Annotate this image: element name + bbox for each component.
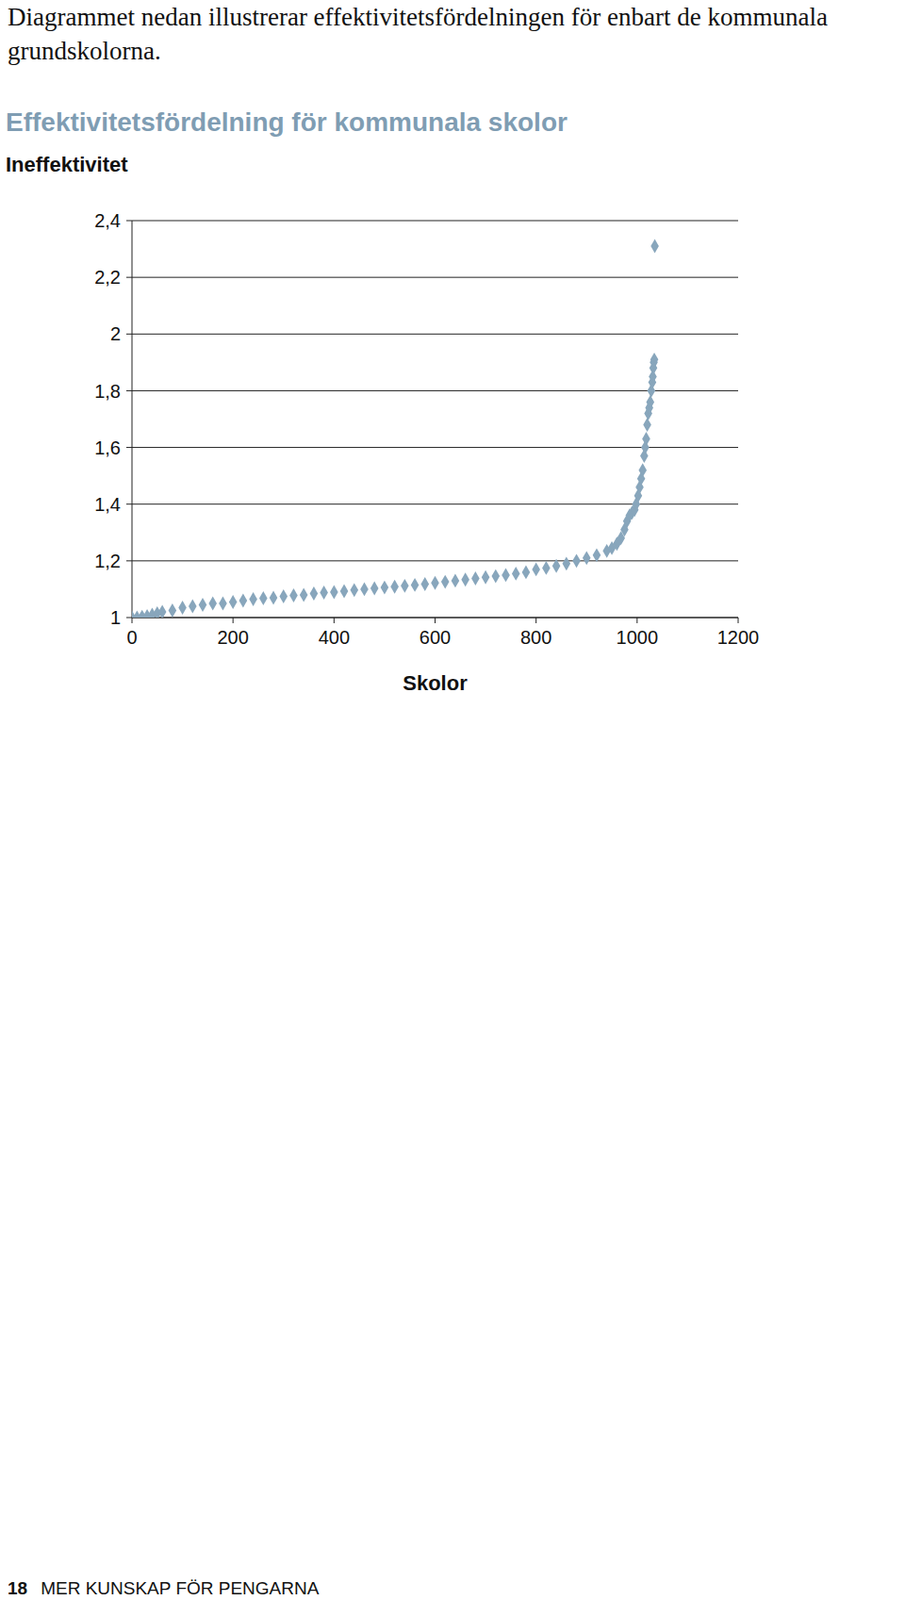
svg-text:1,6: 1,6 [94,437,121,459]
svg-text:800: 800 [520,626,552,648]
html-text:Ineffektivitet: Ineffektivitet [5,152,128,177]
svg-text:600: 600 [419,626,451,648]
svg-text:400: 400 [318,626,350,648]
svg-text:1200: 1200 [717,626,760,648]
svg-text:1,4: 1,4 [94,493,121,515]
svg-text:200: 200 [216,626,248,648]
html-text:18: 18 [7,1578,28,1598]
svg-text:1000: 1000 [616,626,659,648]
html-text:Diagrammet nedan illustrerar e: Diagrammet nedan illustrerar effektivite… [7,2,828,66]
svg-text:Skolor: Skolor [402,671,468,695]
svg-text:1: 1 [110,607,121,628]
html-text:MER KUNSKAP FÖR PENGARNA: MER KUNSKAP FÖR PENGARNA [40,1578,320,1598]
svg-text:2,2: 2,2 [94,266,121,288]
svg-text:1,8: 1,8 [94,380,121,402]
svg-text:0: 0 [126,626,137,648]
html-text:Effektivitetsfördelning för ko: Effektivitetsfördelning för kommunala sk… [5,107,568,137]
svg-text:2: 2 [110,323,121,345]
svg-text:2,4: 2,4 [94,210,121,231]
svg-text:1,2: 1,2 [94,550,121,572]
